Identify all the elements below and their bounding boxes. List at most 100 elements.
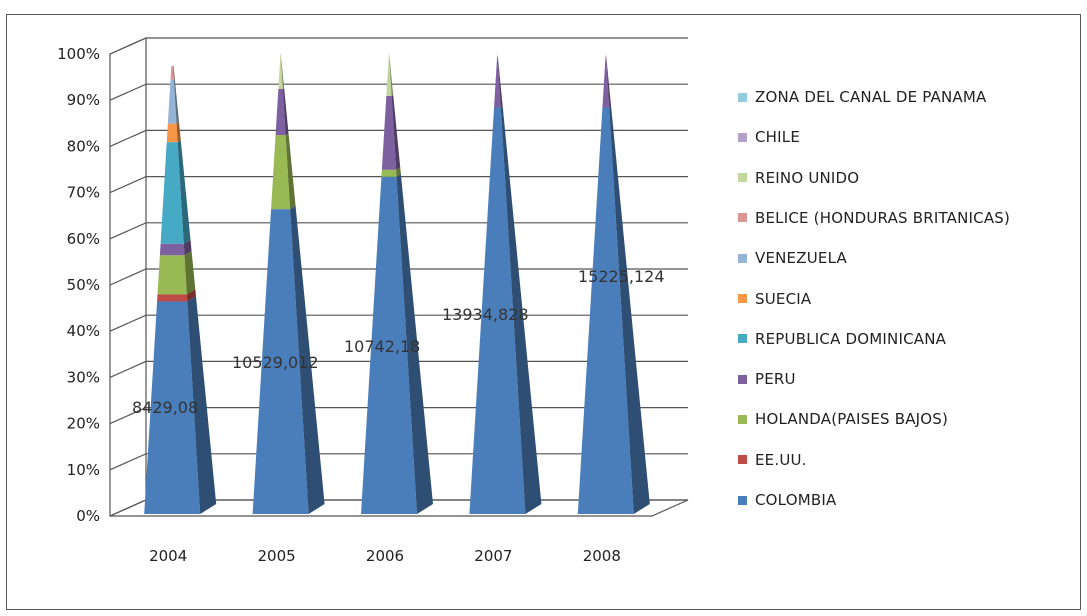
y-tick-label: 40% [67,322,100,340]
legend-swatch [738,173,747,183]
pyramid-segment [252,205,325,514]
pyramid-series [144,52,650,515]
x-category-label: 2006 [366,547,404,565]
data-label: 13934,828 [442,305,529,324]
pyramid-segment [381,94,401,170]
segment-front [361,176,417,515]
legend-label: CHILE [755,128,801,147]
x-category-label: 2005 [258,547,296,565]
segment-side [500,106,542,515]
data-label: 10742,18 [344,337,420,356]
data-labels: 8429,08 10529,012 10742,18 13934,828 15225,1… [132,267,665,417]
segment-front [159,243,185,256]
legend-item: REINO UNIDO [738,167,859,189]
y-tick-label: 70% [67,184,100,202]
segment-side [280,52,285,89]
segment-front [602,56,610,108]
segment-side [177,140,191,244]
legend-swatch [738,92,747,102]
segment-side [285,133,296,210]
segment-side [183,239,192,256]
y-tick-label: 50% [67,276,100,294]
gridline [109,83,688,101]
x-category-label: 2008 [583,547,621,565]
pyramid-segment [157,289,196,302]
pyramid-segment [278,52,285,89]
segment-front [252,209,309,514]
segment-front [381,95,397,170]
pyramid-segment [602,56,612,108]
legend-item: REPUBLICA DOMINICANA [738,328,946,350]
segment-side [391,94,401,170]
y-tick-label: 90% [67,91,100,109]
segment-side [173,65,175,80]
pyramid-segment [160,140,191,244]
segment-front [605,52,607,57]
gridline [109,37,688,55]
y-axis-tick-labels: 0% 10% 20% 30% 40% 50% 60% 70% 80% 90% 100% [57,45,100,525]
legend-label: VENEZUELA [755,249,847,268]
pyramid-segment [170,65,175,80]
pyramid-segment [605,52,607,57]
segment-front [497,52,498,57]
segment-front [469,107,526,514]
pyramid-segment [381,167,401,177]
pyramid-segment [275,88,289,136]
legend-swatch [738,374,747,384]
y-tick-label: 20% [67,415,100,433]
segment-front [386,52,392,96]
legend-item: EE.UU. [738,449,807,471]
segment-front [157,294,188,302]
pyramid-segment [159,239,192,256]
y-tick-label: 80% [67,137,100,155]
y-tick-label: 60% [67,230,100,248]
x-category-label: 2004 [149,547,187,565]
segment-side [184,250,196,295]
legend-item: VENEZUELA [738,247,847,269]
legend-item: SUECIA [738,288,811,310]
legend-item: BELICE (HONDURAS BRITANICAS) [738,207,1010,229]
legend-label: EE.UU. [755,450,807,469]
legend-item: COLOMBIA [738,489,836,511]
pyramid-segment [271,133,296,210]
legend-label: ZONA DEL CANAL DE PANAMA [755,88,987,106]
segment-side [497,56,503,108]
legend-swatch [738,414,747,424]
segment-side [389,52,394,96]
gridline [109,129,688,147]
pyramid-segment [386,52,394,96]
segment-side [290,205,325,514]
segment-side [186,289,196,302]
data-label: 15225,124 [578,267,665,286]
segment-front [167,79,177,124]
legend-label: BELICE (HONDURAS BRITANICAS) [755,208,1011,227]
pyramid-segment [157,250,196,295]
legend-item: CHILE [738,126,800,148]
pyramid-segment [469,106,542,515]
segment-side [176,122,181,143]
y-tick-label: 30% [67,368,100,386]
pyramid-segment [167,79,180,124]
legend-swatch [738,334,747,344]
legend-item: ZONA DEL CANAL DE PANAMA [738,86,986,108]
segment-front [577,107,634,514]
segment-front [170,65,174,80]
legend-item: HOLANDA(PAISES BAJOS) [738,408,948,430]
legend-label: REINO UNIDO [755,168,860,187]
y-tick-label: 0% [76,507,100,525]
legend-swatch [738,294,747,303]
x-category-label: 2007 [474,547,512,565]
pyramid-segment [166,122,181,143]
pyramid-segment [494,56,503,108]
pyramid-segment [577,106,650,515]
legend-item: PERU [738,368,796,390]
segment-side [609,106,650,515]
y-tick-label: 100% [57,45,100,63]
segment-front [271,135,291,210]
legend-swatch [738,213,747,223]
data-label: 10529,012 [232,353,319,372]
legend-swatch [738,495,747,505]
segment-front [166,123,178,143]
y-tick-label: 10% [67,461,100,479]
